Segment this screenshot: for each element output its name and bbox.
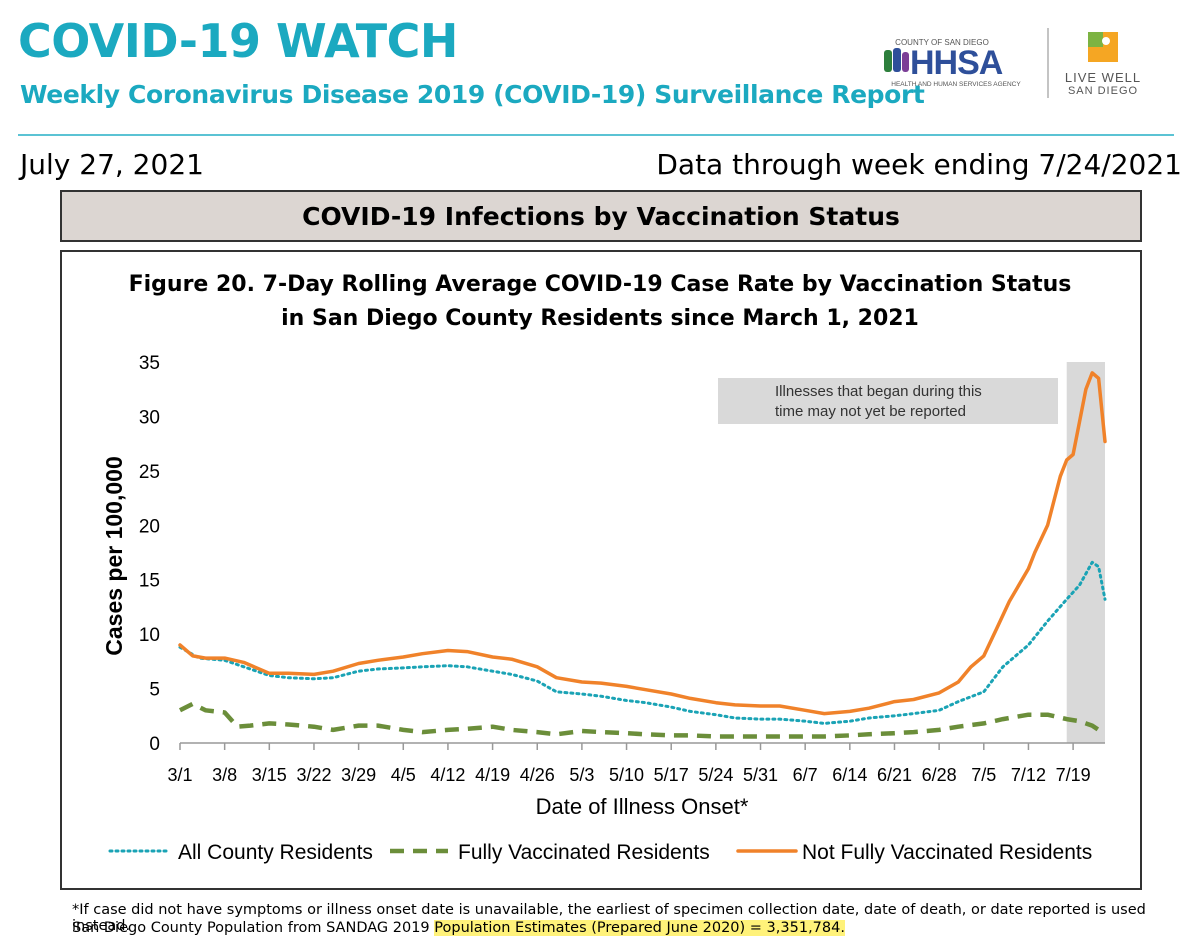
x-tick-label: 6/28 — [922, 765, 957, 785]
hhsa-figure-icon-1 — [884, 50, 892, 72]
x-tick-label: 5/31 — [743, 765, 778, 785]
y-tick-label: 5 — [149, 680, 160, 701]
x-tick-label: 5/24 — [698, 765, 733, 785]
live-well-line2: SAN DIEGO — [1068, 85, 1138, 97]
y-axis-title: Cases per 100,000 — [101, 456, 127, 656]
x-tick-label: 3/22 — [296, 765, 331, 785]
annotation-box — [718, 378, 1058, 424]
legend-label: Fully Vaccinated Residents — [458, 841, 710, 864]
x-tick-label: 6/7 — [793, 765, 818, 785]
x-tick-label: 3/29 — [341, 765, 376, 785]
y-tick-label: 30 — [139, 407, 160, 428]
legend-label: Not Fully Vaccinated Residents — [802, 841, 1092, 864]
series-line-all-county-residents — [178, 560, 1107, 725]
y-tick-label: 0 — [149, 734, 160, 755]
figure-title-line2: in San Diego County Residents since Marc… — [281, 306, 919, 331]
hhsa-logo-top: COUNTY OF SAN DIEGO — [895, 38, 989, 47]
report-title: COVID-19 WATCH — [18, 14, 458, 68]
footnote-prefix: San Diego County Population from SANDAG … — [72, 920, 435, 936]
x-tick-label: 4/5 — [391, 765, 416, 785]
x-tick-label: 5/3 — [569, 765, 594, 785]
y-tick-label: 35 — [139, 353, 160, 374]
live-well-figure-icon — [1102, 37, 1110, 45]
hhsa-logo-bottom: HEALTH AND HUMAN SERVICES AGENCY — [891, 81, 1021, 88]
x-tick-label: 5/10 — [609, 765, 644, 785]
footnote-line2: San Diego County Population from SANDAG … — [72, 920, 845, 936]
x-tick-label: 4/26 — [520, 765, 555, 785]
x-tick-label: 7/19 — [1056, 765, 1091, 785]
hhsa-figure-icon-2 — [893, 48, 901, 72]
y-tick-label: 20 — [139, 516, 160, 537]
hhsa-logo-main: HHSA — [910, 44, 1003, 82]
x-tick-label: 3/8 — [212, 765, 237, 785]
chart-frame — [60, 250, 1142, 890]
series-line-not-fully-vaccinated-residents — [178, 371, 1107, 716]
footnote-highlight: Population Estimates (Prepared June 2020… — [434, 920, 845, 936]
unreported-shaded-region — [1066, 362, 1105, 743]
x-tick-label: 6/21 — [877, 765, 912, 785]
series-line-fully-vaccinated-residents — [178, 701, 1107, 739]
section-title: COVID-19 Infections by Vaccination Statu… — [60, 190, 1142, 242]
x-tick-label: 7/12 — [1011, 765, 1046, 785]
x-tick-label: 6/14 — [832, 765, 867, 785]
agency-logos: COUNTY OF SAN DIEGO HHSA HEALTH AND HUMA… — [884, 28, 1141, 98]
x-axis-title: Date of Illness Onset* — [536, 794, 749, 819]
x-tick-label: 3/15 — [252, 765, 287, 785]
y-tick-label: 15 — [139, 571, 160, 592]
x-tick-label: 7/5 — [971, 765, 996, 785]
report-date: July 27, 2021 — [20, 148, 204, 181]
live-well-line1: LIVE WELL — [1065, 70, 1141, 85]
x-tick-label: 4/19 — [475, 765, 510, 785]
x-tick-label: 5/17 — [654, 765, 689, 785]
report-subtitle: Weekly Coronavirus Disease 2019 (COVID-1… — [20, 80, 925, 109]
hhsa-figure-icon-3 — [902, 52, 909, 72]
y-tick-label: 25 — [139, 462, 160, 483]
x-tick-label: 3/1 — [167, 765, 192, 785]
x-tick-label: 4/12 — [430, 765, 465, 785]
y-tick-label: 10 — [139, 625, 160, 646]
live-well-icon-accent — [1088, 32, 1103, 47]
legend-label: All County Residents — [178, 841, 373, 864]
header-rule — [18, 134, 1174, 136]
footnote-line1: *If case did not have symptoms or illnes… — [72, 902, 1146, 934]
figure-title-line1: Figure 20. 7-Day Rolling Average COVID-1… — [128, 272, 1072, 297]
annotation-text: Illnesses that began during this time may… — [775, 383, 982, 420]
data-through-date: Data through week ending 7/24/2021 — [656, 148, 1182, 181]
